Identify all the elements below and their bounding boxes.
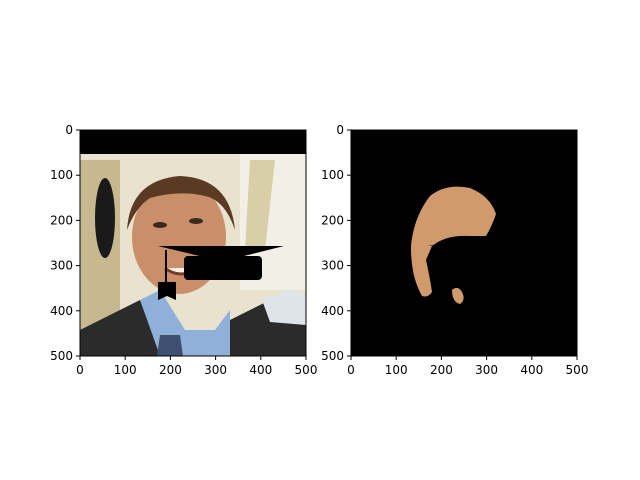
right-y-tick-label: 100 [321,168,344,182]
right-eye [189,218,203,224]
left-x-tick-label: 400 [249,363,272,377]
hair [127,176,235,230]
left-eye [153,222,167,228]
left-axes-frame [79,129,307,357]
right-y-tick-label: 200 [321,213,344,227]
left-y-tick-label: 300 [50,259,73,273]
photo-bright-patch [262,290,306,325]
left-y-tick-label: 0 [65,123,73,137]
right-y-tick-label: 0 [336,123,344,137]
cap-top [158,246,284,258]
left-y-tick-label: 400 [50,304,73,318]
left-x-tick-label: 500 [295,363,318,377]
right-x-tick-label: 400 [520,363,543,377]
cap-tassel [158,282,176,300]
right-y-tick-label: 500 [321,349,344,363]
right-y-tick-label: 400 [321,304,344,318]
right-x-tick-label: 200 [430,363,453,377]
left-y-tick-label: 200 [50,213,73,227]
left-x-tick-label: 300 [204,363,227,377]
right-x-tick-label: 500 [566,363,589,377]
left-y-tick-label: 500 [50,349,73,363]
right-x-tick-label: 100 [385,363,408,377]
mask-chin-region [452,287,464,304]
left-x-tick-label: 0 [76,363,84,377]
right-x-tick-label: 300 [475,363,498,377]
left-x-tick-label: 200 [159,363,182,377]
right-axes-frame [350,129,578,357]
right-y-tick-label: 300 [321,259,344,273]
mask-cap-occlusion [428,236,496,246]
black-band [80,130,306,154]
tie [157,335,183,356]
left-image-panel [80,130,306,356]
photo-background-stripe [245,160,275,250]
mask-face-region [411,186,496,297]
cap-base [184,256,262,280]
right-x-tick-label: 0 [347,363,355,377]
photo-dark-shape [95,178,115,258]
left-x-tick-label: 100 [114,363,137,377]
right-image-panel [351,130,577,356]
left-y-tick-label: 100 [50,168,73,182]
